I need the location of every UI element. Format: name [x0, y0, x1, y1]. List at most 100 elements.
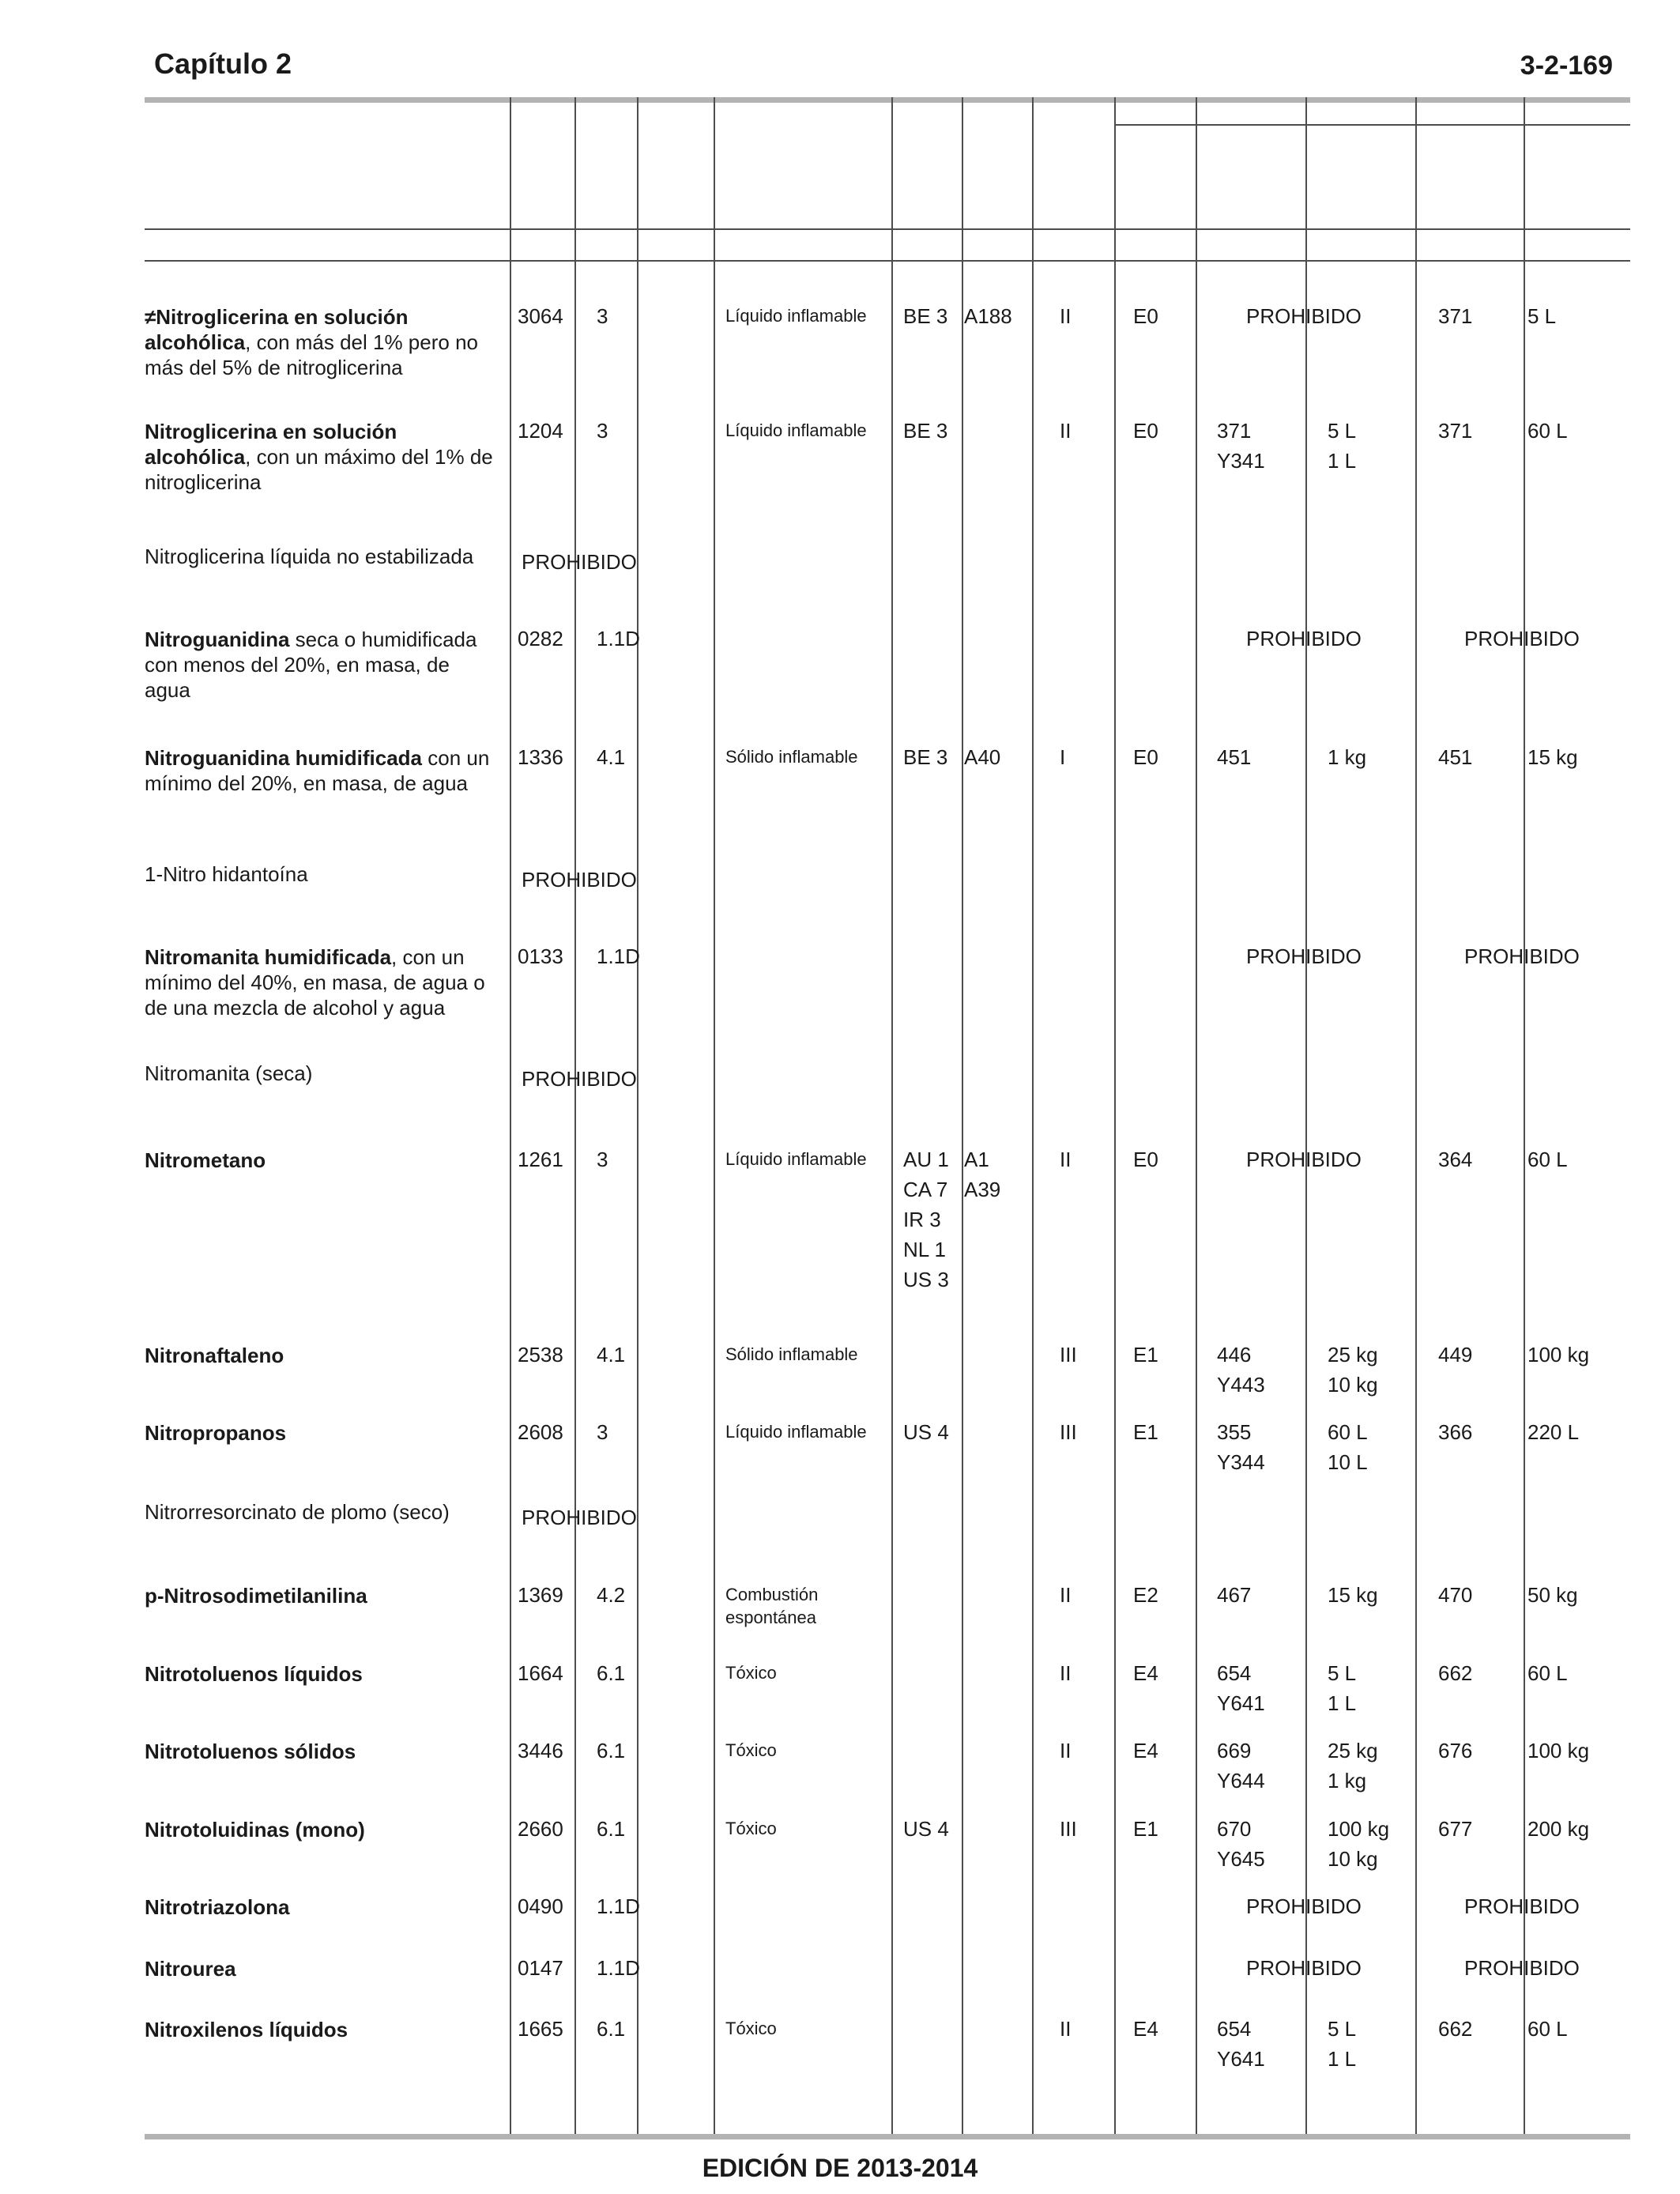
cargo-max-quantity: 200 kg — [1527, 1817, 1590, 1841]
cargo-prohibited: PROHIBIDO — [1464, 627, 1580, 650]
row-name: Nitromanita humidificada, con un mínimo … — [145, 944, 500, 1020]
state-variations: BE 3 — [903, 745, 948, 769]
substance-name-text: 1-Nitro hidantoína — [145, 862, 308, 886]
column-divider — [1305, 97, 1307, 2134]
passenger-max-quantity: 15 kg — [1328, 1583, 1378, 1607]
substance-name-text: Nitromanita (seca) — [145, 1061, 313, 1085]
class-division: 1.1D — [597, 1894, 640, 1918]
passenger-packing-instruction: 371 Y341 — [1217, 419, 1265, 473]
class-division: 4.1 — [597, 1343, 626, 1367]
state-variations: US 4 — [903, 1420, 949, 1444]
substance-name-bold: Nitrotoluidinas (mono) — [145, 1818, 365, 1842]
cargo-prohibited: PROHIBIDO — [1464, 1894, 1580, 1918]
class-division: 6.1 — [597, 1661, 626, 1685]
label-cell: Líquido inflamable — [725, 1422, 867, 1442]
un-number: 3064 — [518, 304, 563, 328]
passenger-packing-instruction: 446 Y443 — [1217, 1343, 1265, 1397]
row-name: ≠Nitroglicerina en solución alcohólica, … — [145, 304, 500, 380]
state-variations: AU 1 CA 7 IR 3 NL 1 US 3 — [903, 1148, 949, 1291]
special-provisions: A188 — [964, 304, 1012, 328]
label-cell: Tóxico — [725, 1663, 777, 1683]
substance-name-bold: Nitromanita humidificada — [145, 945, 392, 969]
substance-name-bold: Nitrotoluenos sólidos — [145, 1740, 356, 1763]
excepted-quantity: E1 — [1133, 1420, 1158, 1444]
cargo-packing-instruction: 676 — [1438, 1739, 1473, 1762]
class-division: 1.1D — [597, 627, 640, 650]
cargo-packing-instruction: 470 — [1438, 1583, 1473, 1607]
label-cell: Líquido inflamable — [725, 306, 867, 326]
class-division: 1.1D — [597, 944, 640, 968]
passenger-packing-instruction: 451 — [1217, 745, 1252, 769]
un-number: 1204 — [518, 419, 563, 443]
row-name: Nitrourea — [145, 1956, 500, 1981]
passenger-max-quantity: 5 L 1 L — [1328, 2017, 1357, 2071]
state-variations: BE 3 — [903, 419, 948, 443]
cargo-packing-instruction: 371 — [1438, 304, 1473, 328]
row-name: Nitroglicerina en solución alcohólica, c… — [145, 419, 500, 495]
group-divider-line — [1114, 124, 1630, 126]
substance-name-bold: p-Nitrosodimetilanilina — [145, 1584, 367, 1608]
excepted-quantity: E0 — [1133, 304, 1158, 328]
class-division: 1.1D — [597, 1956, 640, 1980]
passenger-packing-instruction: 654 Y641 — [1217, 1661, 1265, 1715]
row-name: Nitroglicerina líquida no estabilizada — [145, 544, 500, 569]
excepted-quantity: E4 — [1133, 2017, 1158, 2041]
packing-group: III — [1060, 1343, 1077, 1367]
row-name: Nitroguanidina seca o humidificada con m… — [145, 627, 500, 703]
packing-group: III — [1060, 1817, 1077, 1841]
passenger-packing-instruction: 355 Y344 — [1217, 1420, 1265, 1474]
cargo-packing-instruction: 364 — [1438, 1148, 1473, 1171]
un-number: 0490 — [518, 1894, 563, 1918]
row-name: Nitrotoluenos líquidos — [145, 1661, 500, 1687]
row-name: p-Nitrosodimetilanilina — [145, 1583, 500, 1608]
passenger-prohibited: PROHIBIDO — [1246, 304, 1362, 328]
label-cell: Tóxico — [725, 1740, 777, 1760]
column-divider — [1032, 97, 1034, 2134]
passenger-max-quantity: 25 kg 10 kg — [1328, 1343, 1378, 1397]
column-divider — [891, 97, 893, 2134]
class-division: 3 — [597, 304, 608, 328]
passenger-packing-instruction: 670 Y645 — [1217, 1817, 1265, 1871]
page-number: 3-2-169 — [1520, 51, 1613, 81]
label-cell: Combustión espontánea — [725, 1585, 819, 1627]
cargo-max-quantity: 15 kg — [1527, 745, 1578, 769]
passenger-prohibited: PROHIBIDO — [1246, 1148, 1362, 1171]
un-number: 0147 — [518, 1956, 563, 1980]
cargo-max-quantity: 60 L — [1527, 419, 1568, 443]
row-name: Nitroguanidina humidificada con un mínim… — [145, 745, 500, 796]
class-division: 3 — [597, 1148, 608, 1171]
un-number: 3446 — [518, 1739, 563, 1762]
un-number: 1336 — [518, 745, 563, 769]
column-divider — [1196, 97, 1197, 2134]
label-cell: Tóxico — [725, 2019, 777, 2038]
col-number-line — [145, 260, 1630, 262]
excepted-quantity: E2 — [1133, 1583, 1158, 1607]
substance-name-bold: Nitrotriazolona — [145, 1895, 290, 1919]
substance-name-text: Nitrorresorcinato de plomo (seco) — [145, 1500, 450, 1524]
row-name: Nitrotoluidinas (mono) — [145, 1817, 500, 1842]
substance-name-bold: Nitrometano — [145, 1148, 266, 1172]
un-number: 1261 — [518, 1148, 563, 1171]
un-number: 0133 — [518, 944, 563, 968]
row-name: Nitrotriazolona — [145, 1894, 500, 1920]
passenger-packing-instruction: 669 Y644 — [1217, 1739, 1265, 1793]
substance-name-text: con un mínimo del 20%, en masa, de agua — [145, 746, 490, 795]
cargo-max-quantity: 100 kg — [1527, 1739, 1590, 1762]
cargo-max-quantity: 5 L — [1527, 304, 1557, 328]
label-cell: Sólido inflamable — [725, 1344, 858, 1364]
state-variations: US 4 — [903, 1817, 949, 1841]
column-divider — [962, 97, 963, 2134]
excepted-quantity: E0 — [1133, 419, 1158, 443]
un-number: 2660 — [518, 1817, 563, 1841]
un-number: 1369 — [518, 1583, 563, 1607]
packing-group: III — [1060, 1420, 1077, 1444]
un-number: 1665 — [518, 2017, 563, 2041]
packing-group: II — [1060, 1583, 1072, 1607]
substance-name-bold: ≠Nitroglicerina en solución alcohólica — [145, 305, 409, 354]
row-name: Nitrotoluenos sólidos — [145, 1739, 500, 1764]
class-division: 4.2 — [597, 1583, 626, 1607]
class-division: 4.1 — [597, 745, 626, 769]
substance-name-bold: Nitroguanidina — [145, 628, 290, 651]
passenger-max-quantity: 5 L 1 L — [1328, 419, 1357, 473]
cargo-max-quantity: 50 kg — [1527, 1583, 1578, 1607]
